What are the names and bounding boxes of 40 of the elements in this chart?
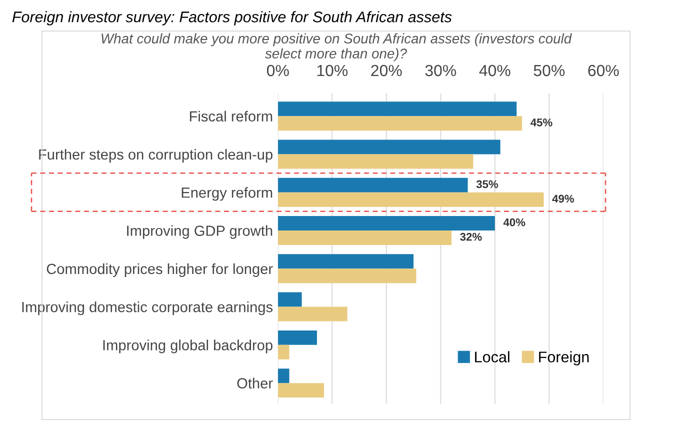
y-tick-label: Energy reform xyxy=(182,187,272,201)
data-label: 32% xyxy=(460,232,482,241)
bar xyxy=(278,192,544,207)
legend-label: Foreign xyxy=(539,351,589,366)
bar xyxy=(278,306,348,322)
bar xyxy=(278,216,495,231)
bar xyxy=(278,116,522,131)
y-tick-label: Other xyxy=(237,378,273,388)
data-label: 35% xyxy=(476,180,498,188)
bar xyxy=(278,268,416,284)
y-tick-label: Commodity prices higher for longer xyxy=(46,263,273,277)
y-tick-label: Further steps on corruption clean-up xyxy=(39,148,272,163)
x-tick-label: 30% xyxy=(425,64,456,76)
x-tick-label: 40% xyxy=(479,64,510,76)
bar xyxy=(278,102,517,116)
data-label: 40% xyxy=(503,218,526,226)
data-label: 49% xyxy=(552,194,574,203)
chart-title: Foreign investor survey: Factors positive for South African assets xyxy=(12,11,452,26)
bar xyxy=(278,330,317,345)
x-tick-label: 50% xyxy=(534,64,565,76)
data-label: 45% xyxy=(530,118,552,126)
x-tick-label: 0% xyxy=(266,64,289,76)
bar xyxy=(278,178,468,192)
chart-subtitle: What could make you more positive on South African assets (investors could select more than one)? xyxy=(102,33,572,62)
y-tick-label: Improving GDP growth xyxy=(127,225,272,239)
bar xyxy=(278,383,324,398)
legend-label: Local xyxy=(475,351,510,362)
y-tick-label: Fiscal reform xyxy=(190,110,272,122)
x-tick-label: 60% xyxy=(588,64,619,76)
bar xyxy=(278,140,500,154)
bar xyxy=(278,154,474,169)
bar xyxy=(278,344,290,360)
bar xyxy=(278,254,414,269)
x-tick-label: 20% xyxy=(371,64,402,76)
y-tick-label: Improving global backdrop xyxy=(103,340,272,354)
bar xyxy=(278,368,290,384)
bar xyxy=(278,292,302,307)
y-tick-label: Improving domestic corporate earnings xyxy=(22,302,273,316)
x-tick-label: 10% xyxy=(317,64,348,76)
bar xyxy=(278,230,452,246)
